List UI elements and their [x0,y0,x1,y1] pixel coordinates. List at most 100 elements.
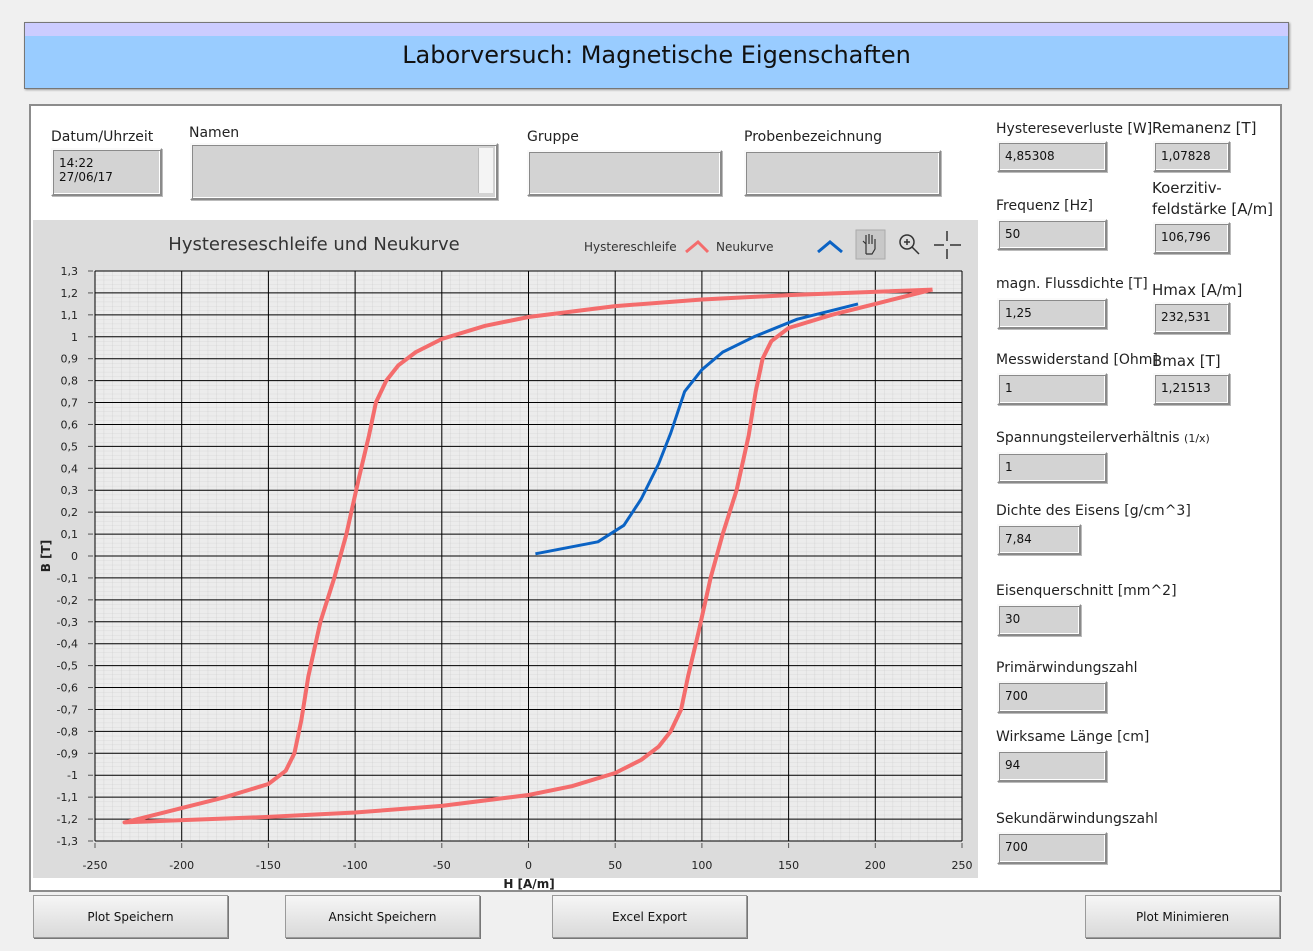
field-label: Wirksame Länge [cm] [996,729,1150,745]
zoom-tool[interactable] [899,234,915,250]
y-tick-label: -0,3 [57,616,78,629]
field-label: Koerzitiv- feldstärke [A/m] [1152,179,1274,218]
y-tick-label: -0,5 [57,660,78,673]
header: Laborversuch: Magnetische Eigenschaften [24,22,1289,89]
zoom-icon [904,239,920,255]
series-line [535,302,859,556]
x-tick-label: 150 [778,859,799,872]
y-tick-label: 0,7 [61,397,79,410]
y-tick-label: 1,2 [61,287,79,300]
label-text: Spannungsteilerverhältnis [996,430,1180,446]
label-unit: (1/x) [1184,432,1210,445]
x-tick-label: 200 [865,859,886,872]
button[interactable]: Ansicht Speichern [285,895,480,938]
field-value[interactable]: 50 [997,219,1107,250]
cursor-tool[interactable] [934,231,961,259]
pan-icon [862,234,876,255]
legend-label: Neukurve [716,240,774,254]
field-value[interactable]: 14:22 27/06/17 [51,148,162,196]
field-label: Bmax [T] [1152,352,1221,370]
field-label: Hmax [A/m] [1152,281,1243,299]
button[interactable]: Plot Speichern [33,895,228,938]
x-tick-label: 250 [952,859,973,872]
field-label: Frequenz [Hz] [996,198,1093,214]
y-axis-label: B [T] [39,540,53,572]
y-tick-label: 0,8 [61,375,79,388]
x-tick-label: -150 [256,859,281,872]
field-value[interactable]: 700 [997,832,1107,864]
scrollbar[interactable] [478,148,493,193]
legend-label: Hystereschleife [584,240,677,254]
field-label: Datum/Uhrzeit [51,129,154,145]
field-value[interactable]: 700 [997,681,1107,713]
x-tick-label: -100 [343,859,368,872]
field-value[interactable]: 30 [997,604,1081,636]
y-tick-label: 0,5 [61,440,79,453]
button[interactable]: Plot Minimieren [1085,895,1280,938]
field-value[interactable]: 1,21513 [1153,373,1230,405]
y-tick-label: 0,9 [61,353,79,366]
y-tick-label: -1 [67,769,78,782]
y-tick-label: -0,9 [57,747,78,760]
pan-tool[interactable] [855,229,886,260]
x-tick-label: -200 [169,859,194,872]
field-value[interactable]: 7,84 [997,524,1081,555]
y-tick-label: -0,7 [57,703,78,716]
field-label: Dichte des Eisens [g/cm^3] [996,503,1191,519]
field-value[interactable]: 106,796 [1153,222,1230,254]
legend-swatch [817,240,843,254]
y-tick-label: -1,3 [57,835,78,848]
series-line [122,287,933,825]
y-tick-label: -1,2 [57,813,78,826]
y-tick-label: -0,8 [57,725,78,738]
x-tick-label: -250 [83,859,108,872]
x-tick-label: 0 [525,859,532,872]
chart-title: Hystereseschleife und Neukurve [168,234,459,255]
x-tick-label: 100 [691,859,712,872]
field-value[interactable]: 1,07828 [1153,141,1230,172]
field-label: Remanenz [T] [1152,119,1257,137]
field-value[interactable]: 1,25 [997,298,1107,329]
text-input[interactable] [190,143,498,200]
y-tick-label: 1,3 [61,265,79,278]
field-label: Gruppe [527,129,579,145]
field-label: Spannungsteilerverhältnis (1/x) [996,429,1210,448]
x-tick-label: 50 [608,859,622,872]
y-tick-label: -0,6 [57,682,78,695]
field-value[interactable]: 4,85308 [997,141,1107,172]
field-label: Namen [189,125,240,141]
field-label: Messwiderstand [Ohm] [996,352,1158,368]
field-value[interactable]: 1 [997,373,1107,405]
field-label: Sekundärwindungszahl [996,811,1158,827]
y-tick-label: -0,1 [57,572,78,585]
field-label: magn. Flussdichte [T] [996,276,1148,292]
y-tick-label: -0,4 [57,638,78,651]
legend-swatch [685,239,710,254]
x-axis-label: H [A/m] [503,877,554,891]
y-tick-label: -1,1 [57,791,78,804]
field-value[interactable]: 232,531 [1153,302,1230,334]
field-value[interactable]: 1 [997,452,1107,483]
y-tick-label: 0,1 [61,528,79,541]
text-input[interactable] [527,150,722,196]
text-input[interactable] [744,150,941,196]
field-label: Hystereseverluste [W] [996,121,1153,137]
header-title: Laborversuch: Magnetische Eigenschaften [402,41,911,69]
y-tick-label: 0,3 [61,484,79,497]
header-strip [25,23,1288,36]
y-tick-label: 1 [71,331,78,344]
chart: Hystereseschleife und Neukurve Hysteresc… [33,220,978,891]
y-tick-label: 0,2 [61,506,79,519]
y-tick-label: 0,4 [61,462,79,475]
y-tick-label: 1,1 [61,309,79,322]
y-tick-label: -0,2 [57,594,78,607]
field-label: Eisenquerschnitt [mm^2] [996,583,1177,599]
toolbar [855,229,961,260]
field-value[interactable]: 94 [997,750,1107,782]
y-tick-label: 0 [71,550,78,563]
field-label: Probenbezeichnung [744,129,883,145]
x-tick-label: -50 [433,859,451,872]
button[interactable]: Excel Export [552,895,747,938]
y-tick-label: 0,6 [61,418,79,431]
